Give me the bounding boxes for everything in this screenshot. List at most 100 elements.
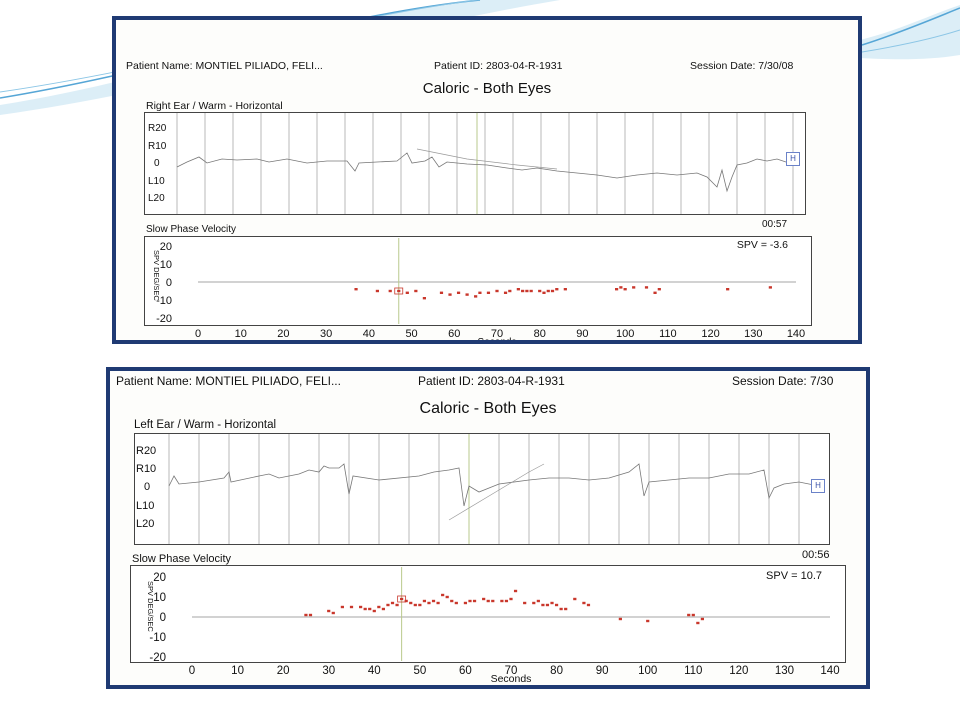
spv-data-point (381, 607, 385, 611)
patient-name: Patient Name: MONTIEL PILIADO, FELI... (116, 374, 341, 388)
spv-data-point (445, 595, 449, 599)
spv-data-point (726, 288, 730, 291)
x-tick-label: 70 (505, 665, 518, 677)
spv-plot-frame (144, 236, 812, 326)
spv-data-point (646, 619, 650, 623)
spv-data-point (550, 601, 554, 605)
spv-data-point (523, 601, 527, 605)
patient-name: Patient Name: MONTIEL PILIADO, FELI... (126, 60, 323, 72)
trace-tick-zero: 0 (154, 158, 160, 169)
spv-data-point (478, 291, 482, 294)
spv-data-point (474, 295, 478, 298)
x-tick-label: 70 (491, 328, 503, 340)
spv-data-point (509, 597, 513, 601)
x-tick-label: 40 (363, 328, 375, 340)
spv-data-point (623, 288, 627, 291)
y-axis-label: SPV DEG/SEC (152, 250, 161, 301)
spv-data-point (413, 603, 417, 607)
report-page: Patient Name: MONTIEL PILIADO, FELI... P… (116, 20, 858, 340)
trace-tick-l20: L20 (148, 193, 165, 204)
trace-label: Left Ear / Warm - Horizontal (134, 419, 277, 431)
y-tick-label: 20 (160, 241, 172, 253)
x-tick-label: 100 (616, 328, 634, 340)
spv-data-point (555, 288, 559, 291)
spv-data-point (564, 607, 568, 611)
x-tick-label: 120 (729, 665, 748, 677)
session-date: Session Date: 7/30 (732, 374, 834, 388)
x-tick-label: 140 (787, 328, 805, 340)
trace-tick-l10: L10 (148, 176, 165, 187)
spv-data-point (359, 605, 363, 609)
spv-data-point (441, 593, 445, 597)
x-tick-label: 40 (368, 665, 381, 677)
spv-data-point (422, 297, 426, 300)
spv-data-point (308, 613, 313, 617)
y-tick-label: 0 (160, 612, 166, 624)
report-page: Patient Name: MONTIEL PILIADO, FELI... P… (110, 371, 866, 685)
x-tick-label: 80 (550, 665, 563, 677)
spv-data-point (377, 605, 381, 609)
spv-data-point (495, 289, 499, 293)
time-marker-box (394, 287, 404, 295)
x-tick-label: 100 (638, 665, 657, 677)
spv-data-point (508, 289, 512, 293)
x-tick-label: 30 (322, 665, 335, 677)
spv-data-point (700, 617, 704, 621)
spv-data-point (340, 605, 344, 609)
left-ear-report-panel: Patient Name: MONTIEL PILIADO, FELI... P… (106, 367, 870, 689)
spv-data-point (400, 597, 404, 601)
spv-data-point (573, 597, 577, 601)
spv-data-point (363, 607, 367, 611)
spv-data-point (516, 288, 520, 291)
right-ear-report-panel: Patient Name: MONTIEL PILIADO, FELI... P… (112, 16, 862, 344)
spv-data-point (691, 613, 695, 617)
spv-value-annotation: SPV = -3.6 (737, 239, 788, 251)
spv-data-point (513, 589, 518, 593)
x-tick-label: 60 (448, 328, 460, 340)
trace-tick-zero: 0 (144, 481, 151, 493)
eye-trace-box: R20 R10 0 L10 L20 H (144, 112, 806, 215)
spv-data-point (331, 611, 335, 615)
eye-trace-box: R20 R10 0 L10 L20 H (134, 433, 830, 545)
spv-data-point (532, 601, 536, 605)
spv-data-point (687, 613, 691, 617)
eye-trace-plot (168, 434, 820, 544)
spv-data-point (397, 289, 401, 293)
trace-tick-r20: R20 (148, 123, 167, 134)
spv-data-point (468, 599, 472, 603)
y-tick-label: 10 (153, 592, 166, 604)
spv-data-point (619, 286, 623, 289)
spv-data-point (390, 601, 395, 605)
y-tick-label: -20 (149, 652, 166, 664)
page-title: Caloric - Both Eyes (419, 400, 557, 417)
spv-plot-frame (130, 565, 846, 663)
patient-id: Patient ID: 2803-04-R-1931 (434, 60, 563, 72)
patient-header: Patient Name: MONTIEL PILIADO, FELI... P… (116, 54, 858, 76)
spv-data-point (456, 291, 461, 294)
spv-data-point (491, 599, 495, 603)
spv-data-point (436, 601, 440, 605)
spv-data-point (541, 603, 545, 607)
trace-tick-r20: R20 (136, 445, 157, 457)
x-axis-label: Seconds (491, 673, 532, 685)
x-tick-label: 20 (277, 328, 289, 340)
h-marker: H (811, 479, 825, 493)
spv-data-point (482, 597, 486, 601)
x-tick-label: 120 (701, 328, 719, 340)
spv-data-point (545, 603, 550, 607)
spv-data-point (327, 609, 331, 613)
spv-data-point (525, 289, 529, 293)
spv-data-point (529, 289, 533, 293)
spv-data-point (486, 291, 491, 294)
spv-data-point (427, 601, 431, 605)
spv-data-point (536, 599, 540, 603)
session-date: Session Date: 7/30/08 (690, 60, 794, 72)
x-tick-label: 20 (277, 665, 290, 677)
spv-data-point (615, 288, 619, 291)
x-tick-label: 130 (775, 665, 794, 677)
trace-tick-r10: R10 (148, 141, 167, 152)
spv-data-point (368, 607, 372, 611)
spv-data-point (500, 599, 504, 603)
spv-data-point (550, 289, 555, 293)
